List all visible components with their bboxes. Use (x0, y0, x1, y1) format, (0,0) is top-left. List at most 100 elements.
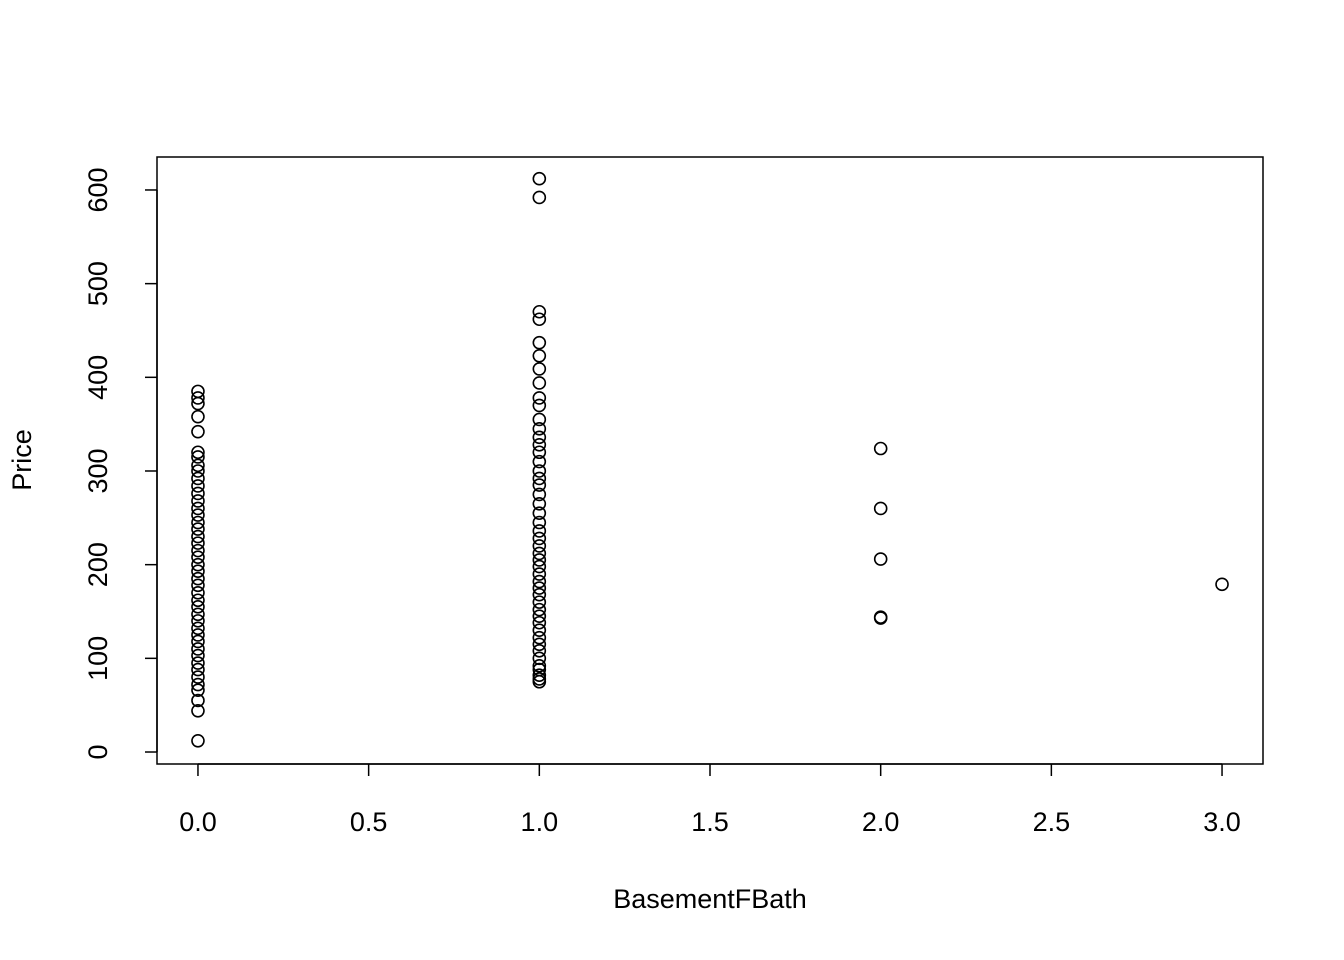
point (532, 644, 547, 658)
point (532, 422, 547, 436)
point (191, 515, 205, 530)
point (191, 642, 205, 656)
point (191, 634, 205, 649)
point (191, 522, 205, 536)
point (532, 376, 547, 390)
point (191, 600, 205, 614)
point (191, 693, 205, 708)
point (532, 437, 547, 452)
point (191, 464, 205, 478)
point (191, 670, 205, 684)
y-axis-title: Price (7, 429, 37, 491)
point (1215, 577, 1229, 592)
point (532, 651, 547, 666)
point (532, 524, 547, 538)
point (532, 471, 547, 486)
point (532, 553, 547, 567)
point (191, 733, 205, 748)
point (532, 602, 547, 617)
y-tick-label: 200 (83, 542, 113, 587)
x-axis-title: BasementFBath (613, 884, 807, 914)
point (191, 628, 205, 642)
point (191, 508, 205, 522)
point (191, 409, 205, 424)
point (532, 672, 547, 686)
point (532, 609, 547, 623)
point (532, 362, 547, 376)
point (873, 501, 888, 516)
point (532, 567, 547, 581)
y-tick-label: 0 (83, 744, 113, 759)
point (191, 557, 205, 572)
point (532, 515, 547, 530)
point (532, 574, 547, 589)
point (532, 496, 547, 511)
point (191, 621, 205, 636)
point (532, 478, 547, 492)
point (532, 335, 547, 350)
point (532, 391, 547, 405)
x-tick-label: 3.0 (1203, 807, 1241, 837)
point (191, 607, 205, 622)
point (191, 648, 205, 663)
x-tick-label: 1.0 (521, 807, 559, 837)
point (191, 614, 205, 628)
point (191, 450, 205, 464)
point (191, 656, 205, 670)
point (532, 587, 547, 602)
point (191, 479, 205, 493)
point (873, 552, 888, 566)
point (532, 637, 547, 652)
point (191, 571, 205, 586)
y-tick-label: 100 (83, 636, 113, 681)
point (191, 458, 205, 473)
x-tick-label: 0.0 (179, 807, 217, 837)
point (532, 581, 547, 595)
x-tick-label: 1.5 (691, 807, 729, 837)
point (532, 487, 547, 502)
point (532, 412, 547, 427)
point (191, 564, 205, 579)
point (532, 312, 547, 327)
point (191, 703, 205, 718)
point (191, 391, 205, 405)
point (532, 659, 547, 673)
point (532, 630, 547, 645)
point (532, 454, 547, 469)
point (873, 610, 888, 624)
point (191, 424, 205, 439)
point (191, 677, 205, 692)
point (532, 348, 547, 363)
point (191, 578, 205, 593)
point (532, 595, 547, 609)
point (532, 304, 547, 319)
point (191, 529, 205, 544)
x-tick-label: 2.0 (862, 807, 900, 837)
point (191, 662, 205, 677)
point (532, 539, 547, 553)
point (532, 559, 547, 574)
point (532, 506, 547, 520)
point (532, 430, 547, 445)
point (532, 531, 547, 546)
point (191, 494, 205, 508)
point (191, 445, 205, 460)
point (191, 543, 205, 558)
point (532, 171, 547, 186)
point (191, 384, 205, 399)
point (532, 546, 547, 561)
point (532, 445, 547, 460)
point (191, 501, 205, 516)
y-tick-label: 400 (83, 355, 113, 400)
y-tick-label: 300 (83, 448, 113, 493)
x-tick-label: 2.5 (1033, 807, 1071, 837)
point (532, 623, 547, 638)
point (191, 550, 205, 564)
point (532, 668, 547, 682)
point (191, 593, 205, 608)
point (191, 536, 205, 550)
point (873, 441, 888, 456)
point (532, 464, 547, 478)
point (191, 486, 205, 501)
